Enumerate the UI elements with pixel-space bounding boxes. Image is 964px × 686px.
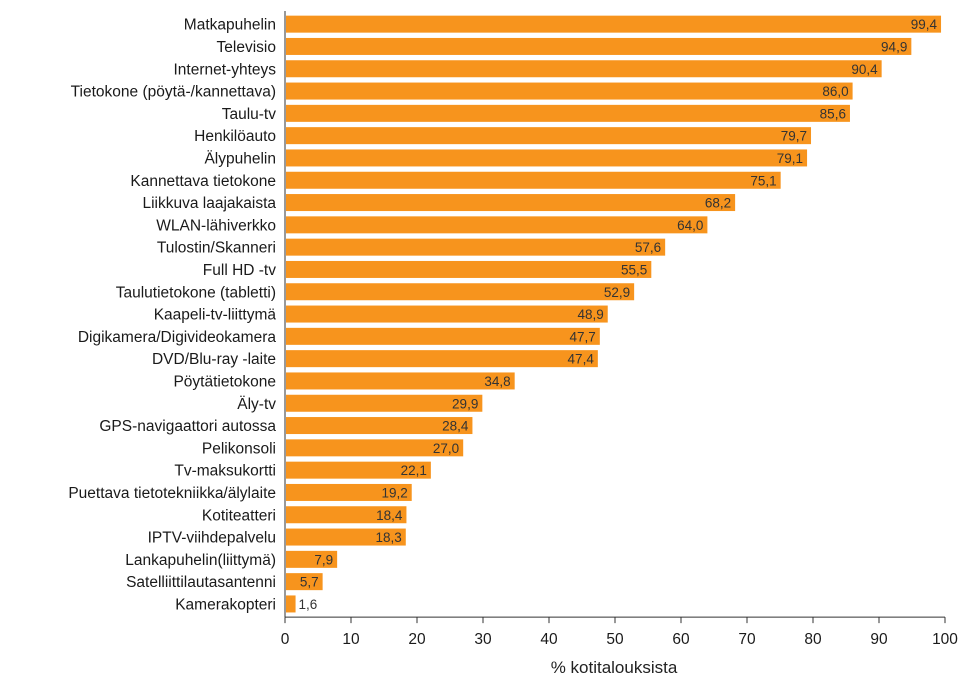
category-label: Puettava tietotekniikka/älylaite <box>68 485 276 502</box>
bar <box>286 506 407 524</box>
value-label: 1,6 <box>299 597 318 612</box>
category-label: IPTV-viihdepalvelu <box>148 530 276 547</box>
bar <box>286 394 483 412</box>
bar <box>286 372 515 390</box>
x-tick-label: 20 <box>408 631 426 648</box>
category-label: Full HD -tv <box>203 262 276 279</box>
value-label: 85,6 <box>820 106 846 121</box>
value-label: 7,9 <box>314 552 333 567</box>
bar <box>286 171 781 189</box>
category-label: DVD/Blu-ray -laite <box>152 351 276 368</box>
category-label: Henkilöauto <box>194 128 276 145</box>
value-label: 99,4 <box>911 17 938 32</box>
category-label: Älypuhelin <box>204 150 276 167</box>
value-label: 57,6 <box>635 240 661 255</box>
bar <box>286 216 708 234</box>
value-label: 47,4 <box>568 352 595 367</box>
bar <box>286 260 652 278</box>
value-label: 19,2 <box>381 485 407 500</box>
bar <box>286 82 853 100</box>
value-label: 90,4 <box>851 62 878 77</box>
value-label: 86,0 <box>822 84 848 99</box>
category-label: Pöytätietokone <box>173 373 276 390</box>
bar <box>286 550 338 568</box>
category-label: Matkapuhelin <box>184 17 276 34</box>
category-label: Taulu-tv <box>222 106 277 123</box>
category-label: Internet-yhteys <box>173 61 276 78</box>
bar <box>286 194 736 212</box>
x-tick-label: 30 <box>474 631 492 648</box>
bar <box>286 127 812 145</box>
x-tick-label: 70 <box>738 631 756 648</box>
bar <box>286 305 608 323</box>
bar <box>286 283 635 301</box>
value-label: 64,0 <box>677 218 703 233</box>
category-label: Kamerakopteri <box>175 596 276 613</box>
category-label: GPS-navigaattori autossa <box>99 418 276 435</box>
bar <box>286 60 882 78</box>
bar <box>286 37 912 55</box>
value-label: 94,9 <box>881 39 907 54</box>
bar <box>286 417 473 435</box>
value-label: 29,9 <box>452 396 478 411</box>
category-label: WLAN-lähiverkko <box>156 217 276 234</box>
category-label: Taulutietokone (tabletti) <box>116 284 276 301</box>
x-tick-label: 100 <box>932 631 958 648</box>
value-label: 48,9 <box>577 307 603 322</box>
category-label: Äly-tv <box>237 396 276 413</box>
bar <box>286 104 850 122</box>
x-axis-title: % kotitalouksista <box>551 658 678 677</box>
x-tick-label: 80 <box>804 631 822 648</box>
value-label: 68,2 <box>705 196 731 211</box>
bar <box>286 327 600 345</box>
bar <box>286 238 666 256</box>
x-tick-label: 60 <box>672 631 690 648</box>
value-label: 34,8 <box>484 374 510 389</box>
x-tick-label: 40 <box>540 631 558 648</box>
value-label: 52,9 <box>604 285 630 300</box>
category-label: Televisio <box>217 39 276 56</box>
value-label: 18,4 <box>376 508 403 523</box>
x-tick-label: 90 <box>870 631 888 648</box>
bar <box>286 573 323 591</box>
bar <box>286 595 296 613</box>
bar <box>286 483 412 501</box>
value-label: 79,1 <box>777 151 803 166</box>
value-label: 28,4 <box>442 419 469 434</box>
bar <box>286 439 464 457</box>
value-label: 55,5 <box>621 262 647 277</box>
category-label: Liikkuva laajakaista <box>142 195 276 212</box>
x-tick-label: 0 <box>281 631 290 648</box>
value-label: 75,1 <box>750 173 776 188</box>
bar <box>286 149 808 167</box>
category-label: Kotiteatteri <box>202 507 276 524</box>
x-tick-label: 10 <box>342 631 360 648</box>
bar <box>286 15 942 33</box>
value-label: 5,7 <box>300 575 319 590</box>
bar <box>286 350 598 368</box>
value-label: 27,0 <box>433 441 459 456</box>
category-label: Kannettava tietokone <box>130 173 276 190</box>
x-tick-label: 50 <box>606 631 624 648</box>
value-label: 22,1 <box>401 463 427 478</box>
category-label: Lankapuhelin(liittymä) <box>125 552 276 569</box>
bar <box>286 461 431 479</box>
value-label: 79,7 <box>781 129 807 144</box>
category-label: Kaapeli-tv-liittymä <box>154 307 277 324</box>
category-label: Satelliittilautasantenni <box>126 574 276 591</box>
category-label: Pelikonsoli <box>202 440 276 457</box>
bar <box>286 528 406 546</box>
category-label: Digikamera/Digivideokamera <box>78 329 277 346</box>
category-label: Tietokone (pöytä-/kannettava) <box>71 84 276 101</box>
category-label: Tulostin/Skanneri <box>157 240 276 257</box>
value-label: 18,3 <box>375 530 401 545</box>
value-label: 47,7 <box>570 329 596 344</box>
category-label: Tv-maksukortti <box>174 463 276 480</box>
